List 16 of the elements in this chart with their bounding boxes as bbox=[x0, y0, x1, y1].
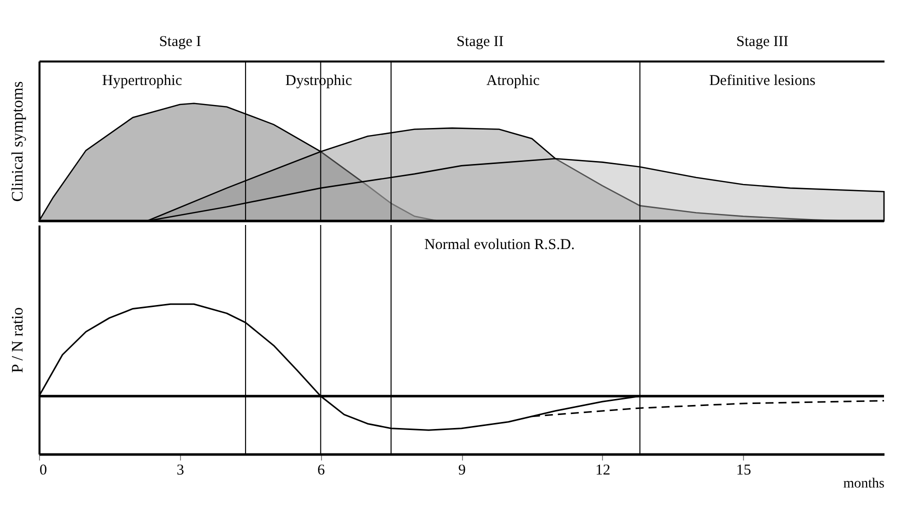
x-tick-label: 0 bbox=[40, 462, 47, 478]
text: Hypertrophic bbox=[102, 73, 182, 89]
y-axis-title: P / N ratio bbox=[10, 307, 26, 373]
text: Atrophic bbox=[486, 73, 540, 89]
text: Definitive lesions bbox=[709, 73, 816, 89]
text: Stage II bbox=[456, 34, 504, 50]
x-tick-label: 12 bbox=[595, 462, 610, 478]
y-axis-title: Clinical symptoms bbox=[10, 81, 26, 202]
text: Stage III bbox=[736, 34, 788, 50]
x-axis-title: months bbox=[843, 476, 884, 492]
x-tick-label: 3 bbox=[176, 462, 184, 478]
x-tick-label: 15 bbox=[736, 462, 752, 478]
x-tick-label: 9 bbox=[458, 462, 466, 478]
text: Stage I bbox=[159, 34, 202, 50]
text: Normal evolution R.S.D. bbox=[424, 237, 575, 253]
x-tick-label: 6 bbox=[317, 462, 326, 478]
